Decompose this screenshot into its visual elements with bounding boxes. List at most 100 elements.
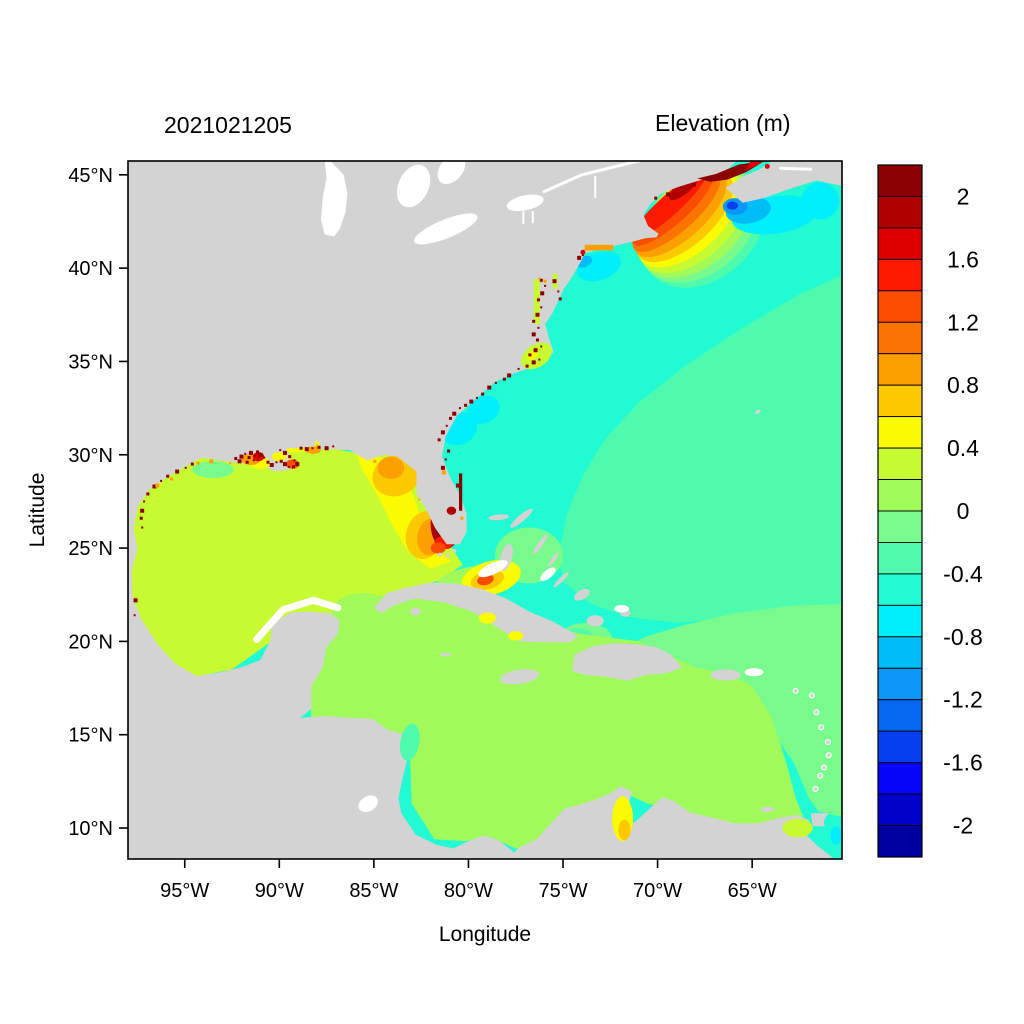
land-bermuda (754, 409, 761, 415)
y-tick-label: 20°N (68, 631, 113, 653)
coastal-speckle-orange (196, 461, 200, 465)
coastal-speckle-darkred (160, 479, 163, 482)
coastal-speckle-darkred (332, 445, 335, 448)
colorbar-label: 0.4 (947, 435, 979, 461)
coastal-speckle-orange (229, 462, 232, 465)
colorbar-cell (877, 321, 923, 355)
tobago-teal (824, 814, 836, 830)
coastal-speckle-darkred (532, 319, 536, 323)
coastal-speckle-darkred (244, 452, 247, 455)
coastal-speckle-darkred (537, 326, 540, 329)
maracaibo-amber (618, 819, 631, 841)
colorbar-cell (877, 290, 923, 323)
coastal-speckle-darkred (654, 196, 658, 200)
lake-okeechobee (446, 506, 457, 515)
coastal-speckle-darkred (538, 358, 541, 361)
coastal-speckle-darkred (440, 430, 445, 435)
coastal-speckle-orange (538, 277, 541, 280)
coastal-speckle-darkred (293, 459, 296, 462)
coastal-speckle-darkred (146, 492, 150, 496)
y-tick-label: 15°N (68, 725, 113, 747)
coastal-speckle-darkred (481, 392, 485, 396)
coastal-speckle-darkred (536, 298, 540, 302)
colorbar-cell (877, 573, 923, 606)
coastal-speckle-darkred (266, 460, 270, 464)
coastal-speckle-darkred (531, 360, 536, 365)
coastal-speckle-darkred (452, 411, 457, 416)
coastal-speckle-darkred (552, 279, 557, 284)
coastal-speckle-darkred (282, 462, 287, 467)
coastal-speckle-darkred (317, 445, 321, 449)
land-acklins (574, 588, 590, 601)
coastal-speckle-orange (316, 444, 319, 447)
coastal-speckle-darkred (133, 614, 136, 617)
colorbar-cell (877, 479, 923, 512)
coastal-speckle-darkred (494, 381, 497, 384)
coastal-speckle-orange (418, 498, 421, 501)
coastal-speckle-darkred (456, 483, 461, 488)
colorbar-title: Elevation (m) (655, 110, 791, 136)
coastal-speckle-darkred (517, 367, 520, 370)
florida-keys (438, 552, 443, 557)
coastal-speckle-orange (155, 483, 160, 488)
land-puerto-rico (710, 669, 741, 681)
coastal-speckle-darkred (239, 454, 244, 459)
cuba-south-yellow-2 (508, 631, 524, 641)
coastal-speckle-orange (170, 477, 174, 481)
x-tick-label: 95°W (160, 880, 209, 902)
land-cuba (373, 582, 579, 643)
colorbar-label: 1.6 (947, 246, 979, 272)
plot-border (127, 160, 843, 860)
coastal-speckle-darkred (166, 474, 170, 478)
antilles-arc (821, 764, 828, 771)
florida-keys (452, 548, 457, 553)
coastal-speckle-darkred (143, 500, 146, 503)
coastal-speckle-darkred (253, 454, 256, 457)
minas-red-speck (764, 163, 770, 169)
coastal-speckle-darkred (440, 465, 445, 470)
land-cayman (440, 652, 452, 657)
colorbar-cell (877, 447, 923, 480)
land-abaco (510, 508, 533, 528)
bahama-bank-white (478, 560, 508, 578)
caicos-bank-white (614, 604, 630, 613)
gulf-of-mexico (128, 445, 463, 679)
coastal-speckle-darkred (464, 403, 468, 407)
colorbar-cell (877, 636, 923, 669)
colorbar-label: 1.2 (947, 309, 979, 335)
colorbar-cell (877, 730, 923, 764)
coastal-speckle-darkred (279, 459, 283, 463)
x-tick-label: 70°W (633, 880, 682, 902)
nyc-red-dot (580, 249, 586, 255)
land-hispaniola (572, 643, 683, 681)
florida-bay-orangered (430, 542, 446, 554)
coastal-speckle-darkred (558, 297, 562, 301)
coastal-speckle-darkred (248, 450, 253, 455)
colorbar-cell (877, 164, 923, 197)
land-grand-bahama (488, 514, 510, 521)
coastal-speckle-darkred (458, 407, 461, 410)
coastal-speckle-darkred (152, 484, 157, 489)
coastal-speckle-darkred (279, 449, 282, 452)
coastal-speckle-orange (460, 516, 464, 520)
axes: 95°W 90°W 85°W 80°W 75°W 70°W 65°W 45°N 40°N 35°N… (68, 165, 777, 902)
coastal-speckle-darkred (291, 465, 295, 469)
coastal-speckle-darkred (692, 183, 696, 187)
orinoco-greenyellow (782, 818, 813, 838)
land-nova-scotia (725, 161, 842, 203)
coastal-speckle-darkred (237, 459, 242, 464)
coastal-speckle-darkred (507, 373, 512, 378)
se-atlantic (619, 604, 842, 817)
coastal-speckle-darkred (247, 456, 251, 460)
lake-erie (413, 213, 478, 245)
caribbean-sea (309, 581, 804, 849)
coastal-speckle-darkred (288, 455, 292, 459)
land-cat-island (548, 552, 559, 567)
coastal-speckle-darkred (557, 290, 560, 293)
coastal-speckle-darkred (311, 447, 314, 450)
antilles-arc (792, 687, 799, 694)
coastal-speckle-darkred (324, 446, 329, 451)
campeche-bank-white (253, 596, 342, 643)
coastal-speckle-darkred (275, 461, 278, 464)
